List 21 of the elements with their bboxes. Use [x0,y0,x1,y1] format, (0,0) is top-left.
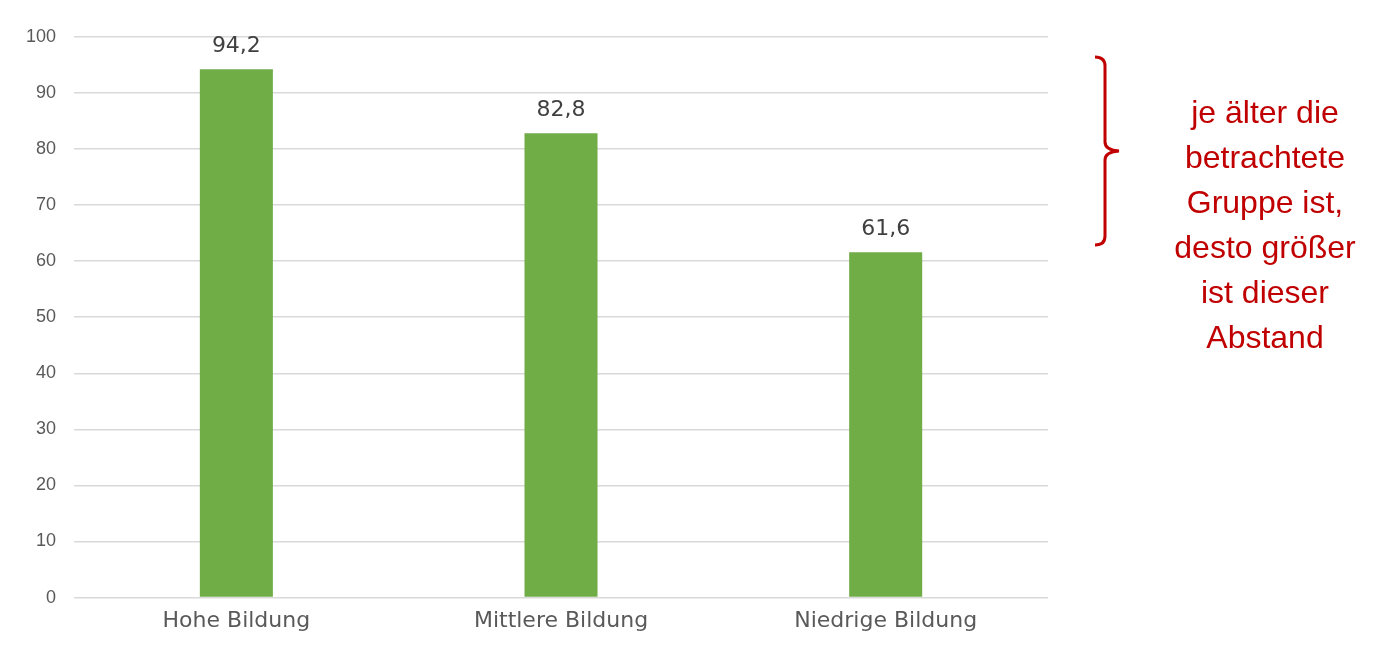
y-tick-label: 90 [36,81,57,102]
x-tick-label: Hohe Bildung [162,606,311,632]
bar [849,252,923,597]
y-tick-label: 70 [36,194,57,215]
data-label: 82,8 [536,95,586,121]
y-tick-label: 80 [36,137,57,158]
y-tick-label: 60 [36,250,57,271]
y-tick-label: 50 [36,306,57,327]
bar [199,69,273,597]
data-label: 94,2 [211,32,261,58]
y-tick-label: 20 [36,474,57,495]
text: je älter die betrachtete Gruppe ist, desto größer ist dieser Abstand [1173,93,1357,357]
y-tick-label: 10 [36,530,57,551]
y-tick-label: 0 [46,586,57,607]
bar [524,133,598,597]
y-tick-label: 40 [36,362,57,383]
x-tick-label: Niedrige Bildung [794,606,978,632]
data-label: 61,6 [861,214,911,240]
y-tick-label: 30 [36,418,57,439]
x-tick-label: Mittlere Bildung [473,606,649,632]
y-tick-label: 100 [25,25,57,46]
